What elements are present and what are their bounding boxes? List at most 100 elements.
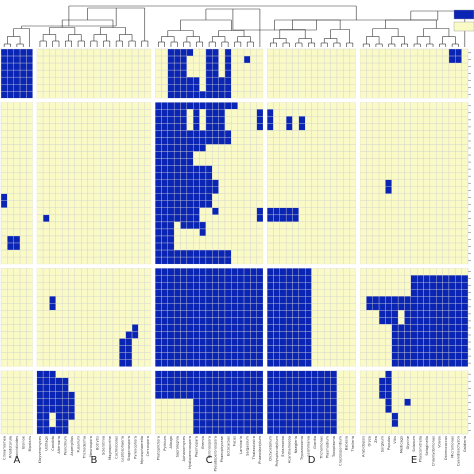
heatmap-cell bbox=[74, 69, 82, 78]
heatmap-cell bbox=[13, 55, 21, 64]
heatmap-cell bbox=[250, 331, 257, 339]
heatmap-cell bbox=[55, 317, 63, 325]
heatmap-cell bbox=[279, 426, 287, 435]
heatmap-cell bbox=[285, 165, 293, 173]
heatmap-cell bbox=[330, 179, 338, 187]
heatmap-cell bbox=[442, 242, 450, 251]
heatmap-cell bbox=[74, 48, 82, 57]
heatmap-cell bbox=[448, 158, 456, 166]
heatmap-cell bbox=[305, 137, 312, 145]
heatmap-cell bbox=[391, 130, 399, 138]
heatmap-cell bbox=[237, 116, 245, 124]
heatmap-cell bbox=[81, 384, 88, 392]
heatmap-cell bbox=[218, 377, 226, 385]
heatmap-cell bbox=[448, 249, 456, 258]
heatmap-cell bbox=[74, 303, 82, 311]
heatmap-cell bbox=[385, 412, 392, 421]
heatmap-cell bbox=[372, 317, 380, 325]
heatmap-cell bbox=[336, 274, 344, 283]
heatmap-cell bbox=[404, 412, 412, 421]
heatmap-cell bbox=[186, 193, 194, 201]
heatmap-cell bbox=[218, 172, 226, 180]
heatmap-cell bbox=[330, 123, 338, 131]
heatmap-cell bbox=[0, 384, 8, 392]
heatmap-cell bbox=[49, 48, 56, 57]
heatmap-cell bbox=[256, 151, 264, 159]
heatmap-cell bbox=[100, 116, 107, 124]
heatmap-cell bbox=[423, 109, 431, 117]
heatmap-cell bbox=[112, 249, 120, 258]
heatmap-cell bbox=[317, 324, 325, 332]
heatmap-cell bbox=[461, 338, 469, 346]
heatmap-cell bbox=[391, 377, 399, 385]
heatmap-cell bbox=[366, 352, 373, 360]
heatmap-cell bbox=[154, 317, 162, 325]
heatmap-cell bbox=[461, 214, 469, 223]
heatmap-cell bbox=[180, 116, 188, 124]
heatmap-cell bbox=[131, 84, 139, 92]
heatmap-cell bbox=[93, 242, 101, 251]
heatmap-cell bbox=[173, 426, 181, 435]
heatmap-cell bbox=[423, 412, 431, 421]
heatmap-cell bbox=[112, 235, 120, 244]
heatmap-cell bbox=[42, 55, 50, 64]
heatmap-cell bbox=[330, 55, 338, 64]
heatmap-cell bbox=[330, 165, 338, 173]
heatmap-cell bbox=[391, 352, 399, 360]
heatmap-cell bbox=[336, 130, 344, 138]
heatmap-cell bbox=[112, 377, 120, 385]
heatmap-cell bbox=[442, 62, 450, 71]
heatmap-cell bbox=[391, 55, 399, 64]
heatmap-cell bbox=[167, 282, 175, 290]
heatmap-cell bbox=[26, 267, 33, 276]
heatmap-cell bbox=[7, 116, 14, 124]
heatmap-cell bbox=[378, 289, 386, 297]
heatmap-cell bbox=[74, 324, 82, 332]
heatmap-cell bbox=[231, 179, 238, 187]
heatmap-cell bbox=[429, 130, 437, 138]
heatmap-cell bbox=[442, 267, 450, 276]
heatmap-cell bbox=[74, 84, 82, 92]
heatmap-cell bbox=[55, 102, 63, 110]
heatmap-cell bbox=[212, 242, 219, 251]
heatmap-cell bbox=[391, 296, 399, 304]
heatmap-cell bbox=[13, 123, 21, 131]
heatmap-cell bbox=[378, 338, 386, 346]
heatmap-cell bbox=[36, 158, 44, 166]
heatmap-cell bbox=[359, 235, 367, 244]
heatmap-cell bbox=[417, 221, 424, 230]
heatmap-cell bbox=[212, 214, 219, 223]
heatmap-cell bbox=[385, 331, 392, 339]
heatmap-cell bbox=[125, 165, 133, 173]
heatmap-cell bbox=[154, 48, 162, 57]
heatmap-cell bbox=[144, 144, 152, 152]
heatmap-cell bbox=[266, 249, 274, 258]
heatmap-cell bbox=[250, 289, 257, 297]
heatmap-cell bbox=[448, 84, 456, 92]
heatmap-cell bbox=[55, 137, 63, 145]
heatmap-cell bbox=[74, 398, 82, 407]
heatmap-cell bbox=[256, 242, 264, 251]
heatmap-cell bbox=[193, 151, 200, 159]
heatmap-cell bbox=[391, 158, 399, 166]
column-label: Vitis bbox=[393, 436, 397, 444]
heatmap-cell bbox=[193, 214, 200, 223]
column-label: Arabidopsis bbox=[361, 436, 365, 457]
heatmap-cell bbox=[7, 274, 14, 283]
heatmap-cell bbox=[180, 317, 188, 325]
heatmap-cell bbox=[186, 179, 194, 187]
heatmap-cell bbox=[119, 116, 126, 124]
heatmap-cell bbox=[429, 123, 437, 131]
heatmap-cell bbox=[199, 391, 207, 399]
heatmap-cell bbox=[372, 76, 380, 85]
heatmap-cell bbox=[266, 331, 274, 339]
heatmap-cell bbox=[385, 151, 392, 159]
heatmap-cell bbox=[74, 249, 82, 258]
heatmap-cell bbox=[256, 109, 264, 117]
heatmap-cell bbox=[173, 91, 181, 99]
heatmap-cell bbox=[42, 426, 50, 435]
heatmap-cell bbox=[231, 256, 238, 265]
heatmap-cell bbox=[100, 310, 107, 318]
heatmap-cell bbox=[224, 317, 232, 325]
heatmap-cell bbox=[442, 391, 450, 399]
